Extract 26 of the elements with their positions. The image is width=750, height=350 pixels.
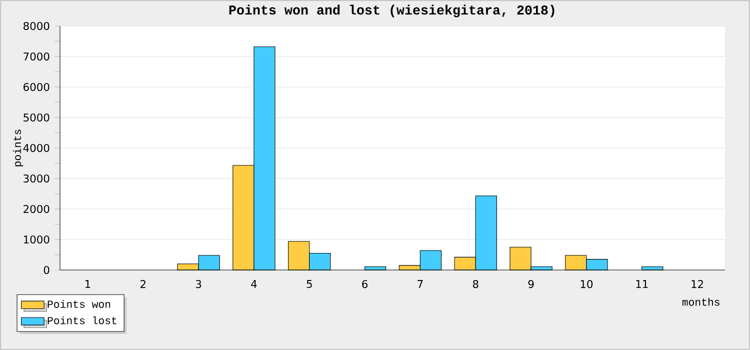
- y-tick-label: 5000: [24, 113, 50, 122]
- x-tick-label: 1: [85, 280, 90, 288]
- x-tick-label: 5: [306, 280, 312, 288]
- x-tick-label: 6: [362, 280, 368, 288]
- y-tick-label: 0: [44, 266, 50, 274]
- y-tick-label: 6000: [24, 82, 50, 92]
- y-tick-label: 8000: [24, 22, 50, 30]
- y-tick-label: 4000: [23, 144, 50, 152]
- legend-label: Points lost: [48, 316, 116, 324]
- x-tick-label: 8: [472, 280, 478, 288]
- y-tick-label: 1000: [24, 235, 50, 244]
- x-tick-label: 12: [692, 280, 704, 288]
- legend-label: Points won: [48, 300, 110, 308]
- x-tick-label: 9: [528, 280, 534, 288]
- x-tick-label: 4: [251, 280, 257, 288]
- chart-title: Points won and lost (wiesiekgitara, 2018): [229, 4, 554, 18]
- x-tick-label: 7: [418, 280, 423, 288]
- y-tick-label: 3000: [24, 174, 50, 183]
- x-axis-title: months: [682, 298, 720, 306]
- x-tick-label: 3: [196, 280, 202, 288]
- x-tick-label: 2: [140, 280, 146, 288]
- y-axis-title: points: [13, 130, 24, 166]
- y-tick-label: 7000: [24, 52, 50, 61]
- x-tick-label: 10: [580, 280, 593, 288]
- y-tick-label: 2000: [24, 204, 50, 214]
- x-tick-label: 11: [636, 280, 648, 288]
